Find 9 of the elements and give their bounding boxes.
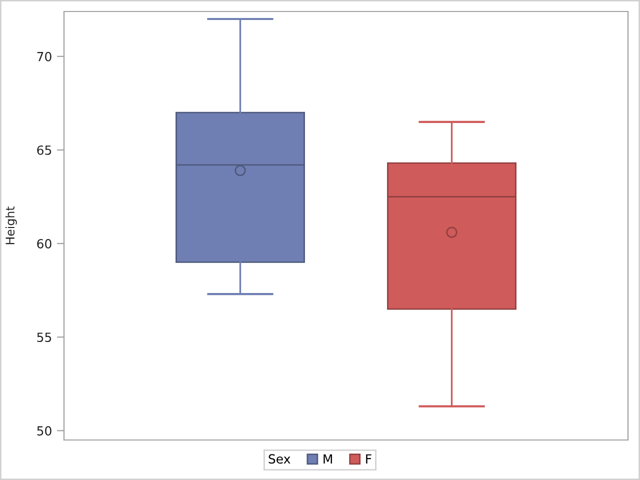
legend-label: F	[366, 454, 372, 464]
y-tick-label: 55	[37, 332, 52, 342]
y-tick-label: 50	[37, 426, 52, 436]
y-tick-label: 60	[37, 239, 52, 248]
y-tick-label: 65	[37, 145, 52, 155]
y-tick-label: 70	[37, 52, 52, 62]
legend-title: Sex	[268, 454, 290, 464]
legend-label: M	[324, 454, 332, 464]
y-axis-title: Height	[5, 206, 17, 244]
